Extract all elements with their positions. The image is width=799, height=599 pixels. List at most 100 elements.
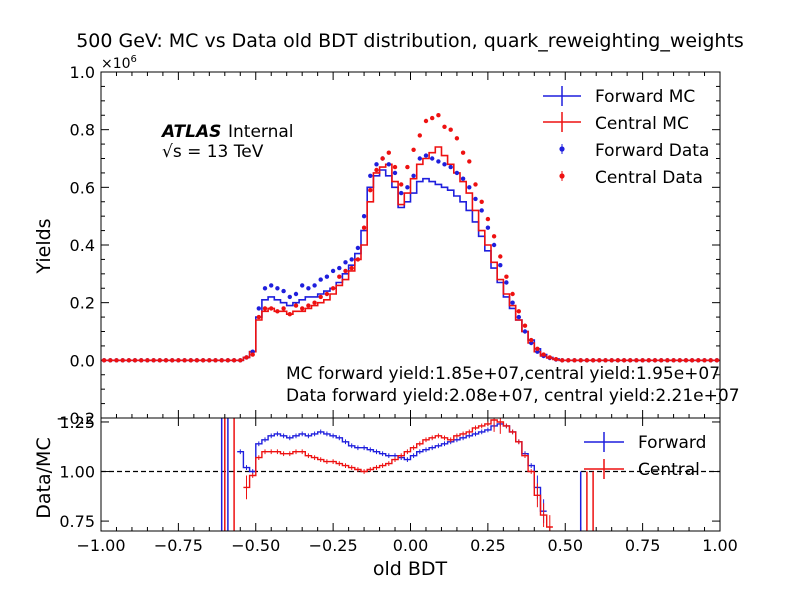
data-point (182, 358, 187, 363)
data-point (399, 190, 404, 196)
data-point (355, 257, 361, 262)
data-point (578, 358, 583, 363)
atlas-label: ATLAS (160, 122, 221, 142)
data-point (380, 156, 385, 161)
atlas-internal: Internal (228, 122, 294, 142)
main-series (101, 113, 720, 363)
data-point (374, 167, 379, 173)
data-point (337, 265, 342, 271)
data-point (553, 357, 559, 362)
data-point (467, 185, 472, 190)
data-point (430, 115, 435, 121)
data-point (677, 358, 682, 363)
data-point (368, 188, 373, 193)
data-point (510, 300, 515, 305)
data-point (547, 355, 552, 360)
data-point (374, 162, 379, 167)
data-point (151, 358, 156, 363)
data-point (485, 225, 491, 230)
data-point (392, 170, 398, 176)
legend-item-forward-data: Forward Data (559, 141, 709, 161)
x-tick-label: −1.00 (76, 536, 125, 555)
data-point (275, 309, 280, 314)
y-tick-label: 1.0 (70, 63, 95, 82)
data-point (566, 358, 571, 363)
y-tick-label: 1.00 (59, 463, 95, 482)
data-point (114, 358, 119, 363)
legend-label: Forward Data (595, 141, 709, 161)
legend-label: Forward (638, 433, 706, 453)
ratio-y-ticks: 0.75 1.00 1.25 (59, 413, 720, 531)
main-legend: Forward MC Central MC Forward Data Centr… (543, 86, 709, 188)
hist-line-forward-mc (101, 169, 720, 362)
data-point (417, 133, 422, 138)
data-point (101, 358, 107, 363)
y-tick-label: 0.0 (70, 351, 95, 370)
data-point (318, 294, 323, 300)
data-point (287, 294, 292, 300)
data-point (405, 164, 410, 170)
ratio-x-ticks: −1.00 −0.75 −0.50 −0.25 0.00 0.25 0.50 0.75 1.00 (76, 418, 738, 555)
y-tick-label: 0.75 (59, 512, 95, 531)
data-point (522, 329, 528, 334)
data-point (522, 323, 528, 328)
data-point (213, 358, 218, 363)
data-point (386, 150, 391, 155)
ratio-plot-frame (100, 417, 721, 532)
ratio-series (220, 418, 594, 531)
data-point (318, 277, 323, 282)
data-point (411, 147, 416, 152)
data-point (714, 358, 720, 363)
data-point (665, 358, 670, 363)
main-panel: ×106 −0.2 0.0 0.2 0.4 0.6 0.8 1.0 ATLAS Intern… (33, 54, 740, 428)
data-point (343, 268, 348, 274)
data-point (603, 358, 608, 363)
data-point (473, 182, 478, 187)
data-point (504, 274, 509, 279)
data-point (405, 185, 410, 190)
data-point (541, 352, 546, 357)
ratio-y-axis-label: Data/MC (33, 437, 55, 518)
data-point (281, 306, 286, 311)
data-point (479, 199, 484, 204)
data-point (300, 306, 305, 311)
data-point (572, 358, 577, 363)
data-point (108, 358, 113, 363)
data-point (510, 291, 515, 297)
data-point (417, 156, 422, 161)
legend-label: Forward MC (595, 87, 695, 107)
data-point (436, 113, 441, 118)
data-point (361, 225, 367, 230)
data-point (615, 358, 621, 363)
data-point (460, 176, 466, 181)
data-point (708, 358, 713, 363)
data-point (262, 306, 268, 311)
data-point (516, 314, 521, 320)
data-point (139, 358, 144, 363)
y-tick-label: 0.6 (70, 178, 95, 197)
data-point (293, 291, 299, 297)
x-tick-label: 0.50 (547, 536, 583, 555)
data-point (628, 358, 633, 363)
data-point (126, 358, 132, 363)
data-point (411, 173, 416, 178)
data-point (652, 358, 658, 363)
data-point (423, 153, 429, 158)
data-point (287, 312, 292, 317)
data-point (430, 156, 435, 161)
data-point (696, 358, 701, 363)
data-point (498, 254, 503, 259)
data-point (460, 150, 466, 155)
data-point (479, 208, 484, 213)
legend-item-forward-mc: Forward MC (543, 86, 695, 107)
data-point (163, 358, 169, 363)
x-tick-label: 0.00 (393, 536, 429, 555)
data-point (157, 358, 162, 363)
data-point (454, 136, 460, 141)
data-point (634, 358, 639, 363)
legend-item-central-data: Central Data (559, 168, 703, 188)
data-point (448, 164, 453, 170)
data-point (683, 358, 689, 363)
data-point (442, 124, 447, 129)
y-offset-label: ×106 (101, 54, 137, 72)
